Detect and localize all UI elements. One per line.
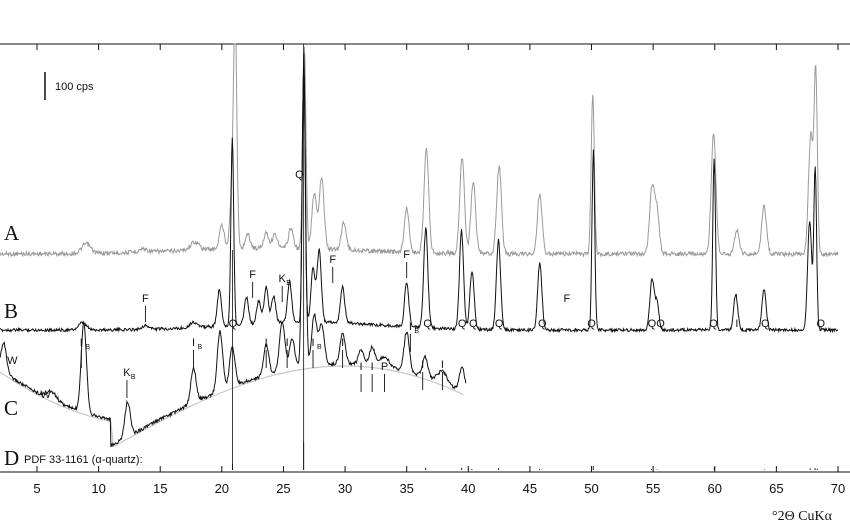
trace-label-b: B (4, 299, 18, 323)
annotation-label: Q (538, 318, 547, 330)
x-tick-label: 35 (399, 481, 413, 496)
annotation-label: Q (469, 318, 478, 330)
annotation-label: F (403, 249, 410, 261)
annotation-label: I (80, 337, 83, 349)
annotation-label: K (279, 273, 287, 285)
trace-d-caption: PDF 33-1161 (α-quartz): (24, 454, 143, 466)
x-tick-label: 15 (153, 481, 167, 496)
annotation-label: F (329, 254, 336, 266)
annotation-label: I (341, 337, 344, 349)
x-tick-label: 10 (91, 481, 105, 496)
annotation-label: Q (648, 318, 657, 330)
x-tick-label: 70 (831, 481, 845, 496)
x-tick-label: 55 (646, 481, 660, 496)
x-tick-label: 60 (708, 481, 722, 496)
annotation-label: I (360, 361, 363, 373)
annotation-label: Q (761, 318, 770, 330)
quartz-reference-lines (232, 44, 305, 470)
scale-bar-label: 100 cps (55, 81, 94, 93)
annotation-label: I (265, 337, 268, 349)
annotation-label: F (249, 269, 256, 281)
annotation-label: K (123, 367, 131, 379)
annotation-label: I (421, 359, 424, 371)
x-tick-label: 5 (33, 481, 40, 496)
annotation-subscript: B (414, 328, 419, 335)
x-tick-label: 45 (523, 481, 537, 496)
x-tick-label: 30 (338, 481, 352, 496)
annotation-label: Q (295, 169, 304, 181)
x-tick-label: 65 (769, 481, 783, 496)
bottom-axis-ticks: 5 10 15 20 25 30 35 40 45 50 55 60 65 70 (33, 466, 845, 496)
annotation-label: Q (587, 318, 596, 330)
annotation-label: Q (709, 318, 718, 330)
annotation-subscript: B (286, 280, 291, 287)
annotation-label: I (286, 337, 289, 349)
annotation-label: Q (229, 318, 238, 330)
x-axis-title: °2Θ CuKα (772, 509, 833, 524)
annotation-label: Q (495, 318, 504, 330)
plot-frame (0, 43, 850, 473)
x-tick-label: 50 (584, 481, 598, 496)
annotation-label: W (7, 355, 18, 367)
annotation-subscript: B (131, 374, 136, 381)
annotation-label: Q (656, 318, 665, 330)
annotation-label: I (192, 337, 195, 349)
trace-a (0, 43, 839, 258)
trace-c-background-fit (0, 365, 464, 448)
annotation-label: F (564, 293, 571, 305)
annotation-label: I (311, 337, 314, 349)
x-tick-label: 25 (276, 481, 290, 496)
annotation-label: I (441, 359, 444, 371)
trace-d-reference-sticks (231, 442, 818, 470)
annotation-label: I (735, 318, 738, 330)
trace-label-c: C (4, 396, 18, 420)
x-tick-label: 40 (461, 481, 475, 496)
annotation-label: I (409, 321, 412, 333)
trace-b (0, 52, 839, 334)
trace-c (0, 67, 467, 448)
annotation-subscript: B (317, 344, 322, 351)
scale-bar: 100 cps (44, 72, 94, 100)
trace-label-d: D (4, 446, 19, 470)
annotation-label: P (381, 361, 388, 373)
top-axis-ticks (36, 44, 839, 50)
trace-label-a: A (4, 221, 20, 245)
annotation-label: Q (816, 318, 825, 330)
annotation-subscript: B (85, 344, 90, 351)
annotation-label: F (142, 293, 149, 305)
annotation-label: Q (423, 318, 432, 330)
x-tick-label: 20 (215, 481, 229, 496)
annotation-subscript: B (197, 344, 202, 351)
annotation-label: W (40, 389, 51, 401)
annotation-label: Q (458, 318, 467, 330)
annotation-label: I (371, 361, 374, 373)
